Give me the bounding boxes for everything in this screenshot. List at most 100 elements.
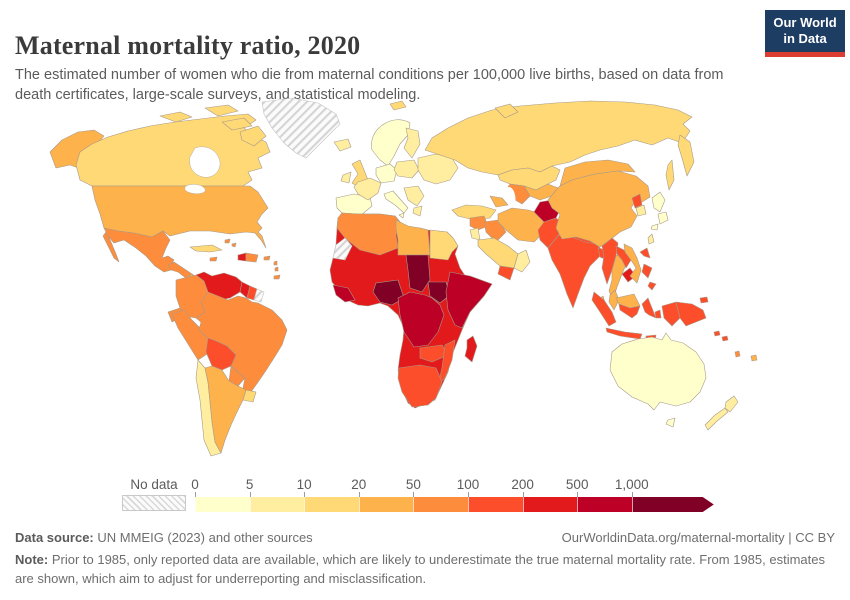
country-mexico[interactable] (102, 227, 175, 273)
country-uruguay[interactable] (242, 389, 257, 403)
note-row: Note: Prior to 1985, only reported data … (15, 551, 835, 589)
legend-no-data[interactable]: No data (122, 477, 186, 511)
legend-bin-0-5[interactable] (195, 497, 250, 512)
region-germany-benelux[interactable] (375, 163, 398, 184)
country-egypt[interactable] (429, 229, 459, 261)
source-row: Data source: UN MMEIG (2023) and other s… (15, 530, 835, 545)
owid-logo[interactable]: Our World in Data (765, 10, 845, 57)
country-chad[interactable] (405, 254, 431, 293)
legend-tick-line (304, 492, 306, 512)
legend-tick-label: 20 (351, 477, 367, 492)
country-vanuatu[interactable] (734, 350, 741, 358)
country-france[interactable] (353, 177, 382, 201)
country-italy[interactable] (383, 190, 409, 219)
country-south-korea[interactable] (635, 204, 647, 217)
note-text: Prior to 1985, only reported data are av… (15, 552, 825, 586)
legend-tick-line (631, 492, 633, 512)
country-novaya-zemlya[interactable] (494, 103, 519, 119)
country-china[interactable] (547, 170, 651, 248)
region-central-africa[interactable] (397, 291, 445, 348)
legend-bin-200-500[interactable] (522, 497, 578, 512)
country-dominican-republic[interactable] (245, 252, 259, 263)
legend-tick-line (522, 492, 524, 512)
country-french-guiana-no-data[interactable] (253, 288, 265, 303)
country-russia[interactable] (424, 100, 693, 176)
country-taiwan[interactable] (647, 233, 655, 245)
region-caucasus[interactable] (489, 195, 509, 208)
country-greenland-no-data[interactable] (261, 97, 341, 159)
page-title: Maternal mortality ratio, 2020 (15, 31, 361, 61)
country-jamaica[interactable] (209, 256, 218, 262)
country-malaysia[interactable] (608, 289, 620, 311)
legend-no-data-swatch (122, 495, 186, 511)
region-sakhalin[interactable] (665, 159, 675, 191)
country-iceland[interactable] (333, 138, 352, 152)
country-japan[interactable] (650, 191, 669, 231)
country-syria[interactable] (469, 215, 489, 231)
country-brazil[interactable] (195, 291, 288, 397)
country-solomon-islands[interactable] (713, 330, 729, 342)
country-south-sudan[interactable] (427, 281, 451, 304)
region-israel-jordan[interactable] (469, 227, 481, 241)
region-kamchatka[interactable] (677, 134, 695, 177)
country-philippines[interactable] (639, 247, 657, 291)
country-fiji[interactable] (750, 354, 758, 362)
country-svalbard[interactable] (389, 100, 407, 111)
country-haiti[interactable] (237, 252, 247, 262)
legend-bin-1,000+[interactable] (632, 497, 714, 512)
region-oman-uae[interactable] (513, 249, 531, 273)
data-source-value: UN MMEIG (2023) and other sources (93, 530, 313, 545)
region-guinea[interactable] (332, 284, 356, 303)
legend-bin-10-20[interactable] (304, 497, 359, 512)
country-madagascar[interactable] (464, 335, 478, 363)
legend-scale: 0 5 10 20 50 100 200 500 1,000 (191, 477, 735, 517)
chart-footer: Data source: UN MMEIG (2023) and other s… (15, 530, 835, 589)
owid-link[interactable]: OurWorldinData.org/maternal-mortality | … (561, 530, 835, 545)
country-laos[interactable] (615, 245, 632, 269)
region-horn-of-africa[interactable] (445, 271, 493, 329)
country-australia[interactable] (609, 332, 707, 428)
country-mozambique[interactable] (437, 339, 456, 386)
country-north-korea[interactable] (631, 193, 643, 209)
country-vietnam[interactable] (623, 243, 642, 284)
legend-bin-50-100[interactable] (413, 497, 468, 512)
region-iberia[interactable] (335, 193, 373, 218)
legend-bin-100-200[interactable] (467, 497, 523, 512)
region-lesser-antilles[interactable] (263, 255, 281, 280)
data-source-text: Data source: UN MMEIG (2023) and other s… (15, 530, 313, 545)
legend-bin-20-50[interactable] (358, 497, 414, 512)
country-arctic-islands[interactable] (159, 104, 267, 147)
note-label: Note: (15, 552, 49, 567)
legend-bin-500-1,000[interactable] (577, 497, 632, 512)
region-central-europe[interactable] (393, 159, 420, 179)
legend-tick-line (358, 492, 360, 512)
country-papua-new-guinea[interactable] (675, 296, 709, 327)
country-turkey[interactable] (451, 204, 497, 221)
caspian-sea (502, 187, 516, 213)
country-new-zealand[interactable] (704, 395, 739, 431)
country-argentina[interactable] (204, 365, 247, 454)
hudson-bay (189, 146, 221, 178)
country-saudi-arabia[interactable] (477, 237, 519, 269)
region-southern-africa[interactable] (397, 364, 443, 408)
country-cuba[interactable] (189, 244, 223, 253)
country-ireland[interactable] (340, 171, 352, 184)
owid-logo-line1: Our World (773, 15, 837, 31)
country-zambia[interactable] (419, 344, 449, 363)
country-finland[interactable] (403, 127, 421, 159)
region-balkans[interactable] (403, 185, 425, 207)
country-western-sahara-no-data[interactable] (332, 237, 353, 261)
country-yemen[interactable] (497, 265, 515, 281)
country-iraq[interactable] (483, 219, 507, 243)
country-libya[interactable] (395, 219, 431, 256)
country-nigeria[interactable] (372, 279, 405, 306)
legend-tick-label: 500 (565, 477, 589, 492)
world-choropleth-map (49, 97, 758, 457)
legend-bin-5-10[interactable] (249, 497, 305, 512)
legend-tick-label: 200 (511, 477, 534, 492)
country-bahamas[interactable] (224, 238, 237, 248)
country-greece[interactable] (412, 205, 423, 217)
country-paraguay[interactable] (228, 365, 246, 387)
region-scandinavia[interactable] (371, 119, 411, 167)
